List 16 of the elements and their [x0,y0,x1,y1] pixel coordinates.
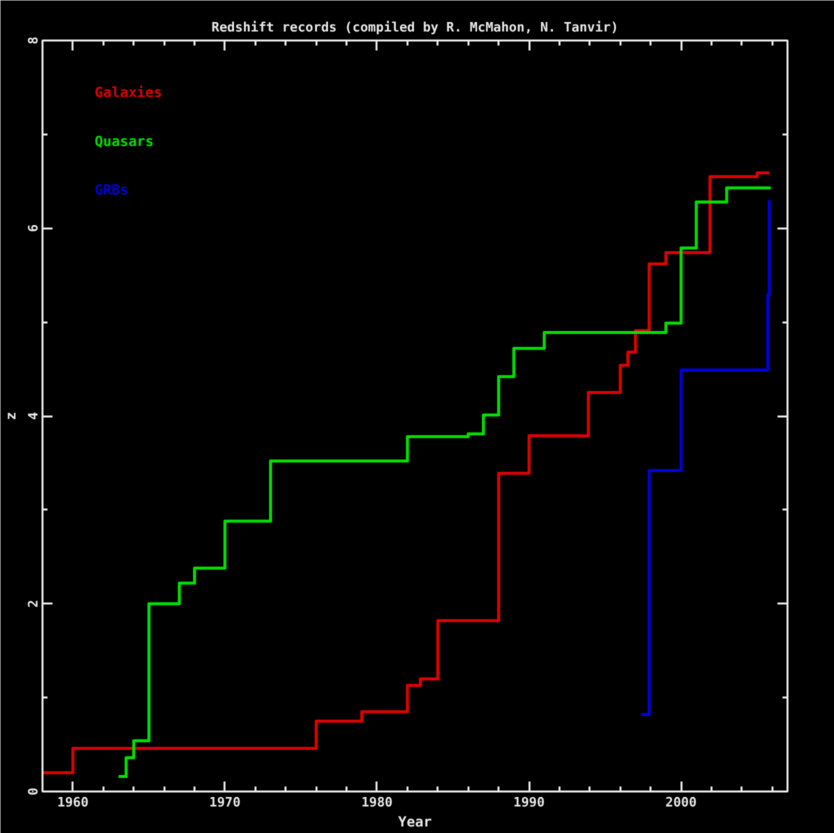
text: Galaxies [94,85,162,102]
y-tick-label: 0 [26,787,42,796]
y-tick-label: 8 [26,36,42,44]
text: Quasars [94,134,154,150]
x-tick-label: 1960 [57,796,89,810]
text: GRBs [94,182,128,199]
x-tick-label: 1990 [513,796,545,810]
x-tick-label: 2000 [665,796,697,810]
x-axis-title: Year [398,814,432,830]
y-tick-label: 6 [26,224,42,232]
y-axis-title: z [4,412,20,420]
y-tick-label: 4 [26,412,42,420]
y-tick-label: 2 [26,600,42,608]
x-tick-label: 1980 [361,796,393,810]
x-tick-label: 1970 [209,796,241,810]
chart-title: Redshift records (compiled by R. McMahon, N. Tanvir) [212,20,619,36]
